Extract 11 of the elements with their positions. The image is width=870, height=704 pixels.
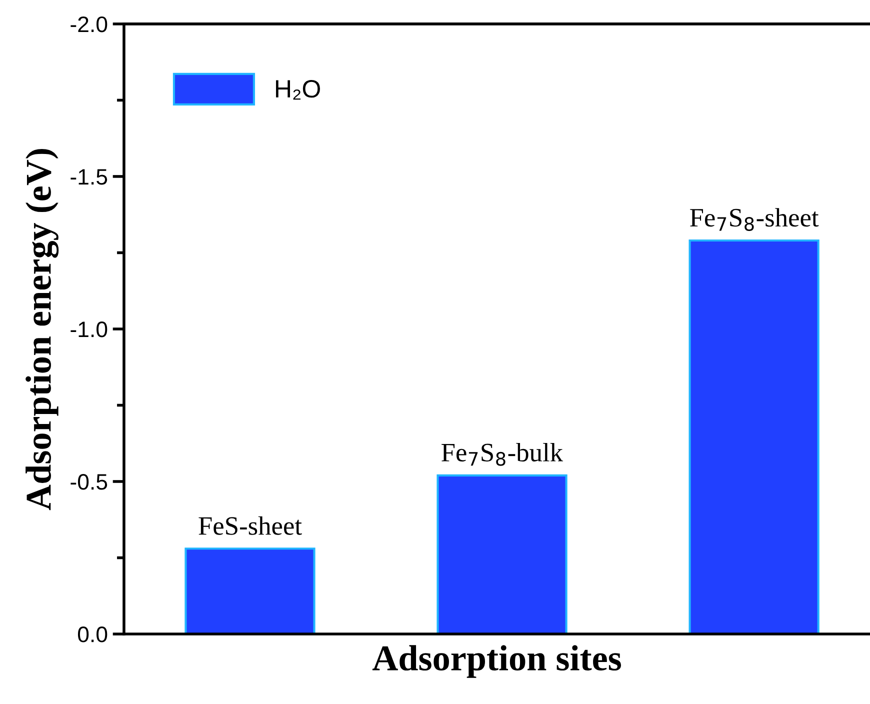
y-axis-title: Adsorption energy (eV) [26, 149, 59, 510]
x-tick-label: FeS-sheet [198, 516, 302, 535]
legend-label: H₂O [276, 80, 320, 100]
y-tick-label: -1.0 [70, 322, 108, 338]
x-tick-label: Fe$_{7}$S$_{8}$-bulk [442, 442, 564, 466]
x-tick-label: Fe$_{7}$S$_{8}$-sheet [690, 208, 819, 231]
y-tick-label: -1.5 [70, 169, 108, 185]
y-tick-label: -2.0 [70, 16, 108, 32]
y-tick-label: -0.5 [70, 474, 108, 490]
x-axis-title: Adsorption sites [372, 645, 621, 678]
y-tick-label: 0.0 [78, 626, 108, 642]
